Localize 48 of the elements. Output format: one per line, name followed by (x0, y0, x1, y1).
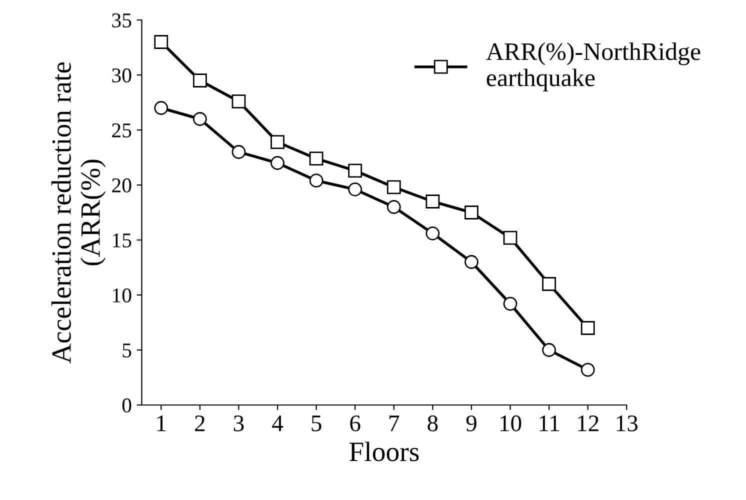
point (348, 164, 362, 178)
point (270, 135, 284, 150)
point (270, 156, 284, 170)
legend-label: ARR(%)-NorthRidge earthquake (486, 42, 700, 92)
x-tick-label: 8 (428, 415, 438, 432)
x-tick-label: 6 (350, 415, 360, 432)
point (426, 194, 440, 208)
point (503, 230, 518, 245)
point (580, 362, 595, 377)
point (154, 101, 168, 115)
point (309, 152, 324, 166)
point (232, 145, 246, 159)
point (192, 74, 207, 88)
point (309, 174, 324, 188)
x-tick-label: 12 (578, 415, 598, 432)
point (542, 343, 556, 357)
y-tick-label: 35 (112, 13, 132, 28)
point (386, 200, 401, 214)
point (580, 321, 595, 335)
x-tick-label: 11 (540, 416, 559, 432)
x-tick-label: 9 (466, 415, 476, 432)
y-tick-label: 25 (112, 123, 132, 138)
y-tick-label: 20 (112, 178, 132, 192)
x-tick-label: 13 (616, 415, 638, 432)
point (232, 94, 246, 108)
x-tick-label: 4 (272, 416, 284, 432)
y-axis-title: Acceleration reduction rate (ARR(%) (51, 62, 106, 364)
y-tick-label: 15 (113, 233, 132, 248)
point (426, 226, 440, 240)
x-tick-label: 10 (500, 415, 522, 432)
point (464, 255, 478, 269)
x-tick-label: 2 (195, 415, 205, 432)
x-axis-title: Floors (349, 442, 419, 462)
x-tick-label: 3 (234, 415, 244, 432)
y-tick-label: 10 (113, 288, 132, 302)
point (386, 180, 401, 194)
x-tick-label: 5 (312, 416, 322, 432)
x-tick-label: 7 (390, 416, 400, 432)
point (503, 296, 518, 311)
y-tick-label: 30 (112, 68, 132, 82)
point (154, 35, 168, 49)
point (348, 182, 362, 196)
point (464, 206, 478, 220)
y-tick-label: 5 (122, 344, 132, 358)
point (542, 277, 556, 291)
point (192, 112, 207, 126)
y-tick-label: 0 (122, 398, 132, 412)
x-tick-label: 1 (157, 416, 166, 432)
